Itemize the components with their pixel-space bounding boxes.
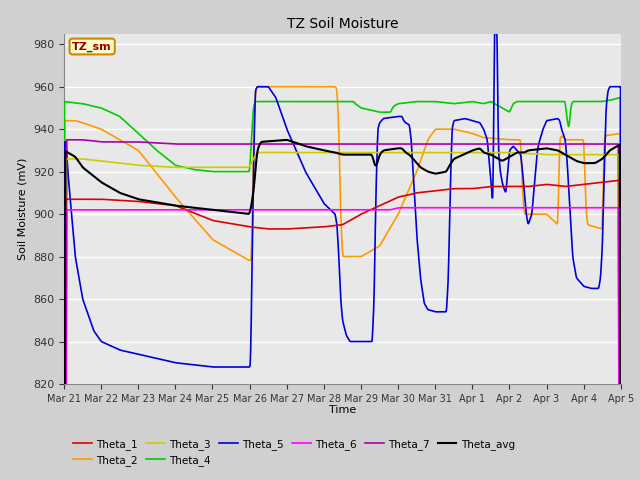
Y-axis label: Soil Moisture (mV): Soil Moisture (mV): [17, 157, 28, 260]
Title: TZ Soil Moisture: TZ Soil Moisture: [287, 17, 398, 31]
Text: TZ_sm: TZ_sm: [72, 41, 112, 52]
Legend: Theta_1, Theta_2, Theta_3, Theta_4, Theta_5, Theta_6, Theta_7, Theta_avg: Theta_1, Theta_2, Theta_3, Theta_4, Thet…: [69, 435, 519, 470]
X-axis label: Time: Time: [329, 405, 356, 415]
